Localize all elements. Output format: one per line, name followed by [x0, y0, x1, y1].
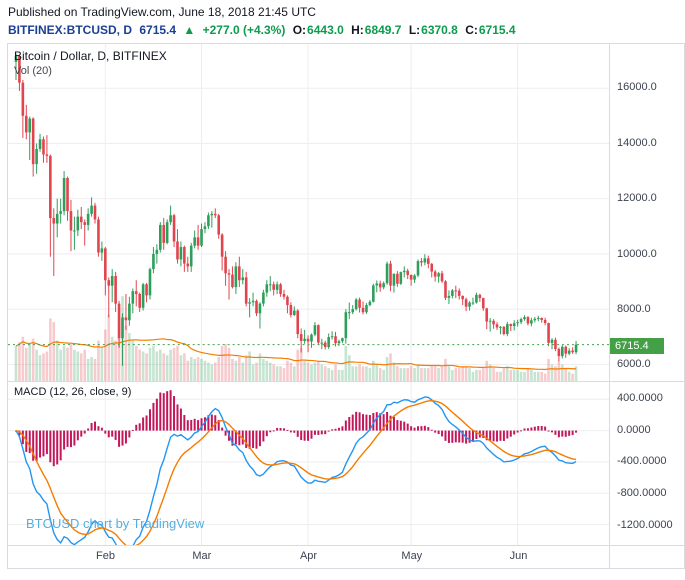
price-axis-label: 14000.0 — [617, 136, 657, 149]
watermark-link[interactable]: BTCUSD chart by TradingView — [26, 516, 205, 531]
time-axis-label: May — [401, 550, 423, 562]
price-change: +277.0 (+4.3%) — [202, 23, 286, 37]
chart-area: Bitcoin / Dollar, D, BITFINEX Vol (20) 6… — [7, 43, 685, 569]
time-axis-label: Apr — [299, 550, 318, 562]
published-line: Published on TradingView.com, June 18, 2… — [8, 5, 316, 19]
price-axis-label: 10000.0 — [617, 247, 657, 260]
close-label: C: — [465, 23, 478, 37]
macd-panel[interactable]: MACD (12, 26, close, 9) BTCUSD chart by … — [8, 382, 610, 546]
macd-axis-label: 400.0000 — [617, 392, 663, 405]
low-value: 6370.8 — [421, 23, 458, 37]
up-arrow-icon: ▲ — [183, 23, 196, 37]
volume-legend: Vol (20) — [14, 65, 52, 77]
last-price-value: 6715.4 — [139, 23, 177, 37]
macd-axis-label: 0.0000 — [617, 423, 651, 436]
macd-chart-canvas[interactable] — [8, 382, 609, 545]
close-value: 6715.4 — [478, 23, 516, 37]
price-chart-canvas[interactable] — [8, 44, 609, 381]
macd-legend: MACD (12, 26, close, 9) — [14, 386, 132, 398]
price-axis-scale[interactable]: 6715.4 16000.0 14000.0 12000.0 10000.0 8000.… — [610, 44, 684, 382]
open-value: 6443.0 — [307, 23, 344, 37]
macd-axis-scale[interactable]: 400.0000 0.0000 -400.0000 -800.0000 -1200.00… — [610, 382, 684, 546]
time-axis-label: Jun — [509, 550, 528, 562]
macd-axis-label: -400.0000 — [617, 455, 667, 468]
symbol-label: BITFINEX:BTCUSD, D — [8, 23, 132, 37]
price-legend: Bitcoin / Dollar, D, BITFINEX — [14, 49, 167, 63]
price-axis-label: 12000.0 — [617, 192, 657, 205]
price-axis-label: 6000.0 — [617, 358, 651, 371]
header: Published on TradingView.com, June 18, 2… — [0, 0, 685, 37]
high-value: 6849.7 — [364, 23, 402, 37]
axis-corner — [610, 546, 684, 568]
time-axis[interactable]: Feb Mar Apr May Jun — [8, 546, 610, 568]
time-axis-label: Feb — [96, 550, 115, 562]
high-label: H: — [351, 23, 364, 37]
last-price-badge: 6715.4 — [610, 337, 664, 354]
low-label: L: — [408, 23, 421, 37]
macd-axis-label: -800.0000 — [617, 486, 667, 499]
quote-line: BITFINEX:BTCUSD, D 6715.4 ▲ +277.0 (+4.3… — [8, 23, 685, 37]
time-axis-label: Mar — [192, 550, 212, 562]
price-axis-label: 8000.0 — [617, 302, 651, 315]
open-label: O: — [292, 23, 307, 37]
macd-axis-label: -1200.0000 — [617, 518, 673, 531]
price-panel[interactable]: Bitcoin / Dollar, D, BITFINEX Vol (20) — [8, 44, 610, 382]
price-axis-label: 16000.0 — [617, 81, 657, 94]
